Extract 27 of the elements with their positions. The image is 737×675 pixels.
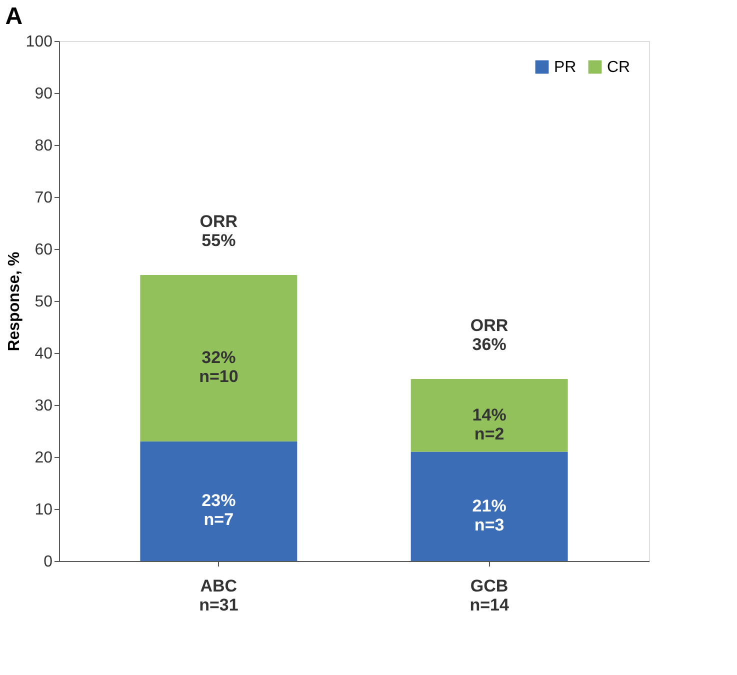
data-label: 32% n=10: [199, 348, 238, 386]
x-tick-label: GCB n=14: [470, 576, 510, 614]
y-tick-label: 50: [34, 294, 53, 310]
bar: [140, 441, 298, 561]
y-tick-label: 30: [34, 398, 53, 414]
bar: [410, 379, 568, 452]
legend-label: PR: [554, 59, 576, 76]
y-tick-label: 40: [34, 346, 53, 362]
data-label: 23% n=7: [202, 491, 236, 530]
text: A: [5, 3, 23, 30]
total-label: ORR 36%: [470, 316, 508, 354]
total-label: ORR 55%: [200, 212, 238, 250]
y-tick-label: 20: [34, 450, 53, 466]
bar: [140, 275, 298, 442]
y-tick-label: 100: [26, 34, 53, 50]
bar: [410, 452, 568, 561]
x-tick-label: ABC n=31: [199, 576, 238, 614]
data-label: 14% n=2: [472, 405, 506, 444]
y-tick-label: 90: [34, 86, 53, 102]
y-tick-label: 80: [34, 138, 53, 154]
y-tick-label: 0: [44, 554, 53, 570]
y-tick-label: 60: [34, 242, 53, 258]
y-tick-label: 70: [34, 190, 53, 206]
data-label: 21% n=3: [472, 496, 506, 534]
legend-label: CR: [607, 59, 630, 76]
y-tick-label: 10: [34, 502, 53, 518]
y-axis-title: Response, %: [6, 252, 23, 352]
